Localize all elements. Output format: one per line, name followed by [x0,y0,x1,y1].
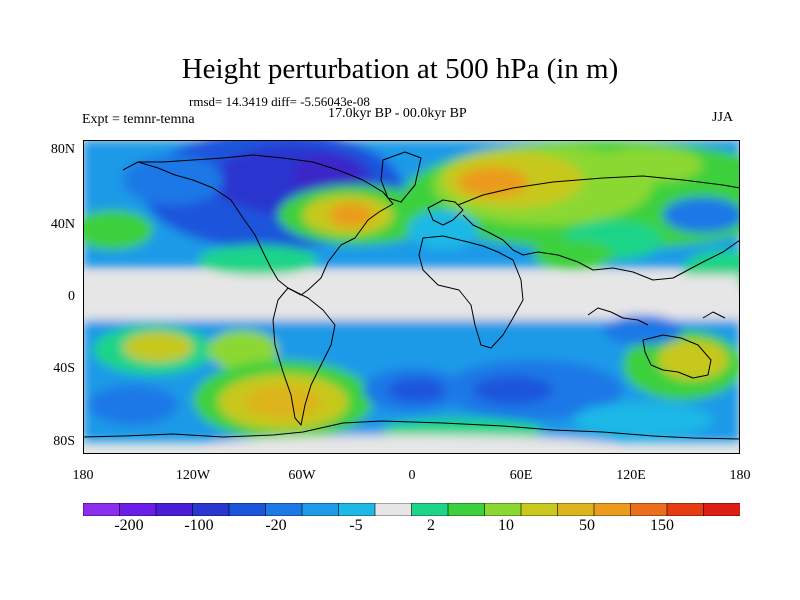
colorbar-label: -20 [265,517,287,534]
colorbar-swatch [411,503,449,516]
lat-label-80s: 80S [53,434,75,449]
lon-label-0: 0 [408,468,416,483]
map-frame [83,140,740,454]
colorbar [83,503,740,516]
season-label: JJA [712,110,734,125]
colorbar-swatch [83,503,121,516]
lon-label-120e: 120E [616,468,646,483]
colorbar-swatch [703,503,740,516]
height-field [83,140,740,454]
lon-label-180w: 180 [72,468,94,483]
lat-label-80n: 80N [50,142,75,157]
colorbar-label: -200 [114,517,144,534]
colorbar-swatch [557,503,595,516]
colorbar-swatch [666,503,705,516]
colorbar-swatch [374,503,413,516]
lat-label-40s: 40S [53,361,75,376]
colorbar-swatch [630,503,668,516]
colorbar-label: -100 [184,517,214,534]
colorbar-label: -5 [349,517,363,534]
map-title: Height perturbation at 500 hPa (in m) [181,53,619,85]
lon-label-120w: 120W [175,468,211,483]
colorbar-swatch [593,503,632,516]
lon-label-60w: 60W [288,468,316,483]
lat-label-40n: 40N [50,217,75,232]
colorbar-label: 10 [498,517,514,534]
stats-text: rmsd= 14.3419 diff= -5.56043e-08 [189,94,370,109]
colorbar-swatch [338,503,376,516]
coastlines [83,151,740,440]
colorbar-swatch [447,503,486,516]
colorbar-swatch [520,503,559,516]
lon-label-60e: 60E [509,468,533,483]
colorbar-label: 50 [579,517,595,534]
colorbar-swatch [301,503,340,516]
experiment-label: Expt = temnr-temna [82,112,195,127]
lon-label-180e: 180 [729,468,751,483]
colorbar-swatch [155,503,194,516]
colorbar-swatch [192,503,230,516]
colorbar-swatch [265,503,303,516]
colorbar-label: 150 [650,517,674,534]
colorbar-swatch [119,503,157,516]
map-panel [83,140,740,454]
colorbar-swatch [228,503,267,516]
period-subtitle: 17.0kyr BP - 00.0kyr BP [328,106,467,121]
colorbar-label: 2 [427,517,435,534]
lat-label-eq: 0 [68,289,75,304]
colorbar-swatch [484,503,522,516]
